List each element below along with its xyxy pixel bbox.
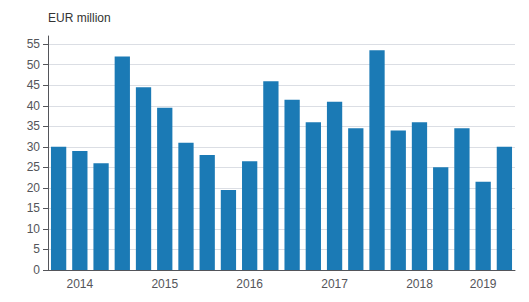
svg-text:2016: 2016 xyxy=(236,277,263,291)
svg-text:55: 55 xyxy=(27,37,41,51)
svg-text:35: 35 xyxy=(27,119,41,133)
svg-text:2019: 2019 xyxy=(470,277,497,291)
svg-text:15: 15 xyxy=(27,201,41,215)
svg-text:2018: 2018 xyxy=(406,277,433,291)
svg-text:45: 45 xyxy=(27,78,41,92)
svg-text:5: 5 xyxy=(33,242,40,256)
svg-text:0: 0 xyxy=(33,263,40,277)
svg-text:30: 30 xyxy=(27,140,41,154)
svg-text:25: 25 xyxy=(27,160,41,174)
svg-text:EUR million: EUR million xyxy=(48,11,111,25)
svg-text:40: 40 xyxy=(27,99,41,113)
svg-text:20: 20 xyxy=(27,181,41,195)
svg-text:10: 10 xyxy=(27,222,41,236)
svg-text:2014: 2014 xyxy=(66,277,93,291)
svg-text:50: 50 xyxy=(27,58,41,72)
svg-text:2015: 2015 xyxy=(151,277,178,291)
svg-text:2017: 2017 xyxy=(321,277,348,291)
